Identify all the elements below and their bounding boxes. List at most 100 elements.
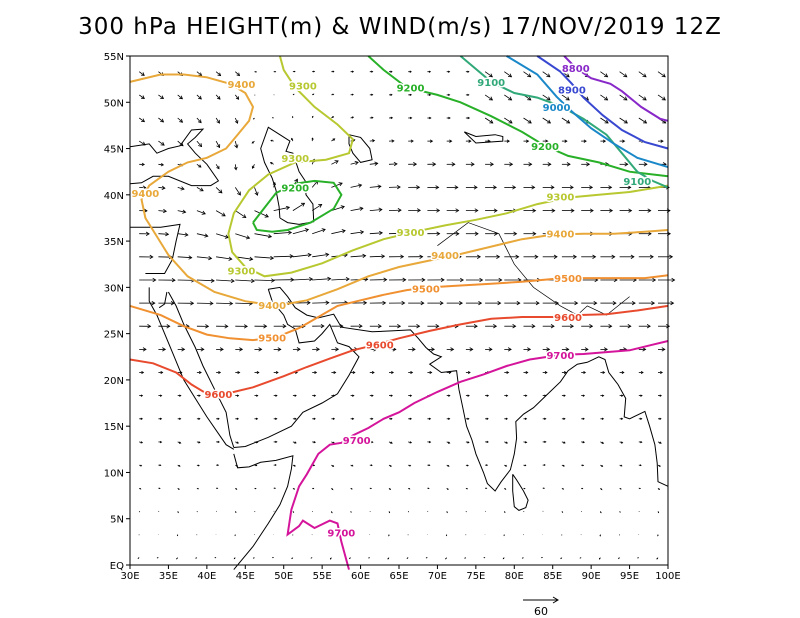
wind-arrow xyxy=(235,278,255,284)
wind-arrow xyxy=(158,487,161,490)
wind-arrow xyxy=(561,139,568,143)
wind-arrow xyxy=(311,115,314,119)
wind-arrow xyxy=(657,464,661,467)
wind-arrow xyxy=(215,187,223,194)
wind-arrow xyxy=(600,347,608,352)
wind-arrow xyxy=(619,94,628,101)
wind-arrow xyxy=(485,347,493,352)
lat-tick-label: 35N xyxy=(104,237,124,248)
wind-arrow xyxy=(138,117,146,123)
wind-arrow xyxy=(600,185,613,190)
wind-arrow xyxy=(561,254,577,259)
wind-arrow xyxy=(388,464,392,467)
wind-arrow xyxy=(138,71,145,76)
wind-arrow xyxy=(312,70,316,73)
height-contour-8800 xyxy=(563,55,669,122)
wind-arrow xyxy=(196,233,209,238)
wind-arrow xyxy=(369,70,374,73)
wind-arrow xyxy=(619,254,635,259)
wind-arrow xyxy=(408,185,421,190)
wind-arrow xyxy=(139,441,144,444)
wind-arrow xyxy=(235,394,240,397)
contour-label: 9000 xyxy=(543,103,571,114)
wind-arrow xyxy=(196,371,202,375)
wind-arrow xyxy=(658,139,664,143)
wind-arrow xyxy=(465,116,471,120)
wind-arrow xyxy=(485,417,489,420)
wind-arrow xyxy=(139,277,157,283)
wind-arrow xyxy=(504,464,508,467)
wind-arrow xyxy=(561,117,571,124)
contour-label: 9400 xyxy=(131,189,159,200)
wind-arrow xyxy=(485,254,501,259)
wind-arrow xyxy=(254,233,273,239)
wind-arrow xyxy=(196,511,198,513)
wind-arrow xyxy=(427,300,444,306)
wind-arrow xyxy=(465,347,474,352)
lat-tick-label: EQ xyxy=(110,561,124,572)
wind-arrow xyxy=(369,440,374,444)
wind-arrow xyxy=(427,231,441,236)
wind-arrow xyxy=(254,487,257,490)
wind-arrow xyxy=(158,394,163,397)
wind-arrow xyxy=(270,139,274,142)
wind-arrow xyxy=(291,137,294,142)
wind-arrow xyxy=(292,394,297,397)
wind-arrow xyxy=(196,187,204,192)
wind-arrow xyxy=(581,347,589,352)
contour-label: 9400 xyxy=(258,301,286,312)
wind-arrow xyxy=(251,140,255,144)
wind-arrow xyxy=(388,208,402,213)
wind-arrow xyxy=(292,347,301,352)
wind-arrow xyxy=(215,71,222,77)
wind-arrow xyxy=(504,417,508,420)
wind-arrow xyxy=(273,230,293,235)
wind-arrow xyxy=(408,277,426,283)
coastline xyxy=(129,128,220,187)
wind-arrow xyxy=(139,487,142,490)
wind-arrow xyxy=(177,464,181,467)
wind-arrow xyxy=(158,371,164,374)
wind-arrow xyxy=(446,417,451,420)
coastline xyxy=(268,286,669,492)
wind-arrow xyxy=(638,162,648,167)
wind-arrow xyxy=(465,208,479,213)
wind-arrow xyxy=(312,417,316,420)
wind-arrow xyxy=(427,487,430,490)
wind-arrow xyxy=(330,534,332,537)
wind-arrow xyxy=(523,208,537,213)
wind-arrow xyxy=(504,371,510,374)
wind-arrow xyxy=(252,557,255,559)
wind-arrow xyxy=(523,117,532,124)
contour-label: 9700 xyxy=(343,436,371,447)
wind-arrow xyxy=(388,441,393,444)
wind-arrow xyxy=(465,254,481,259)
wind-arrow xyxy=(657,71,666,78)
wind-arrow xyxy=(273,440,278,444)
wind-arrow xyxy=(235,347,244,352)
wind-arrow xyxy=(234,534,236,537)
wind-arrow xyxy=(158,301,175,306)
wind-arrow xyxy=(427,371,433,374)
wind-arrow xyxy=(465,417,470,420)
wind-arrow xyxy=(485,464,489,467)
contour-label: 8900 xyxy=(558,85,586,96)
wind-arrow xyxy=(408,417,413,420)
wind-arrow xyxy=(600,487,603,491)
wind-arrow xyxy=(367,557,370,559)
wind-arrow xyxy=(312,347,320,352)
wind-arrow xyxy=(408,70,412,73)
wind-arrow xyxy=(464,557,467,559)
wind-arrow xyxy=(561,71,570,78)
wind-arrow xyxy=(388,184,401,190)
wind-arrow xyxy=(657,441,662,444)
wind-arrow xyxy=(465,70,470,73)
wind-arrow xyxy=(196,487,200,490)
wind-arrow xyxy=(158,464,162,467)
wind-arrow xyxy=(254,278,275,283)
wind-arrow xyxy=(331,138,336,142)
contour-label: 9600 xyxy=(204,390,232,401)
wind-arrow xyxy=(389,70,393,73)
wind-arrow xyxy=(331,371,337,374)
wind-arrow xyxy=(446,441,451,444)
